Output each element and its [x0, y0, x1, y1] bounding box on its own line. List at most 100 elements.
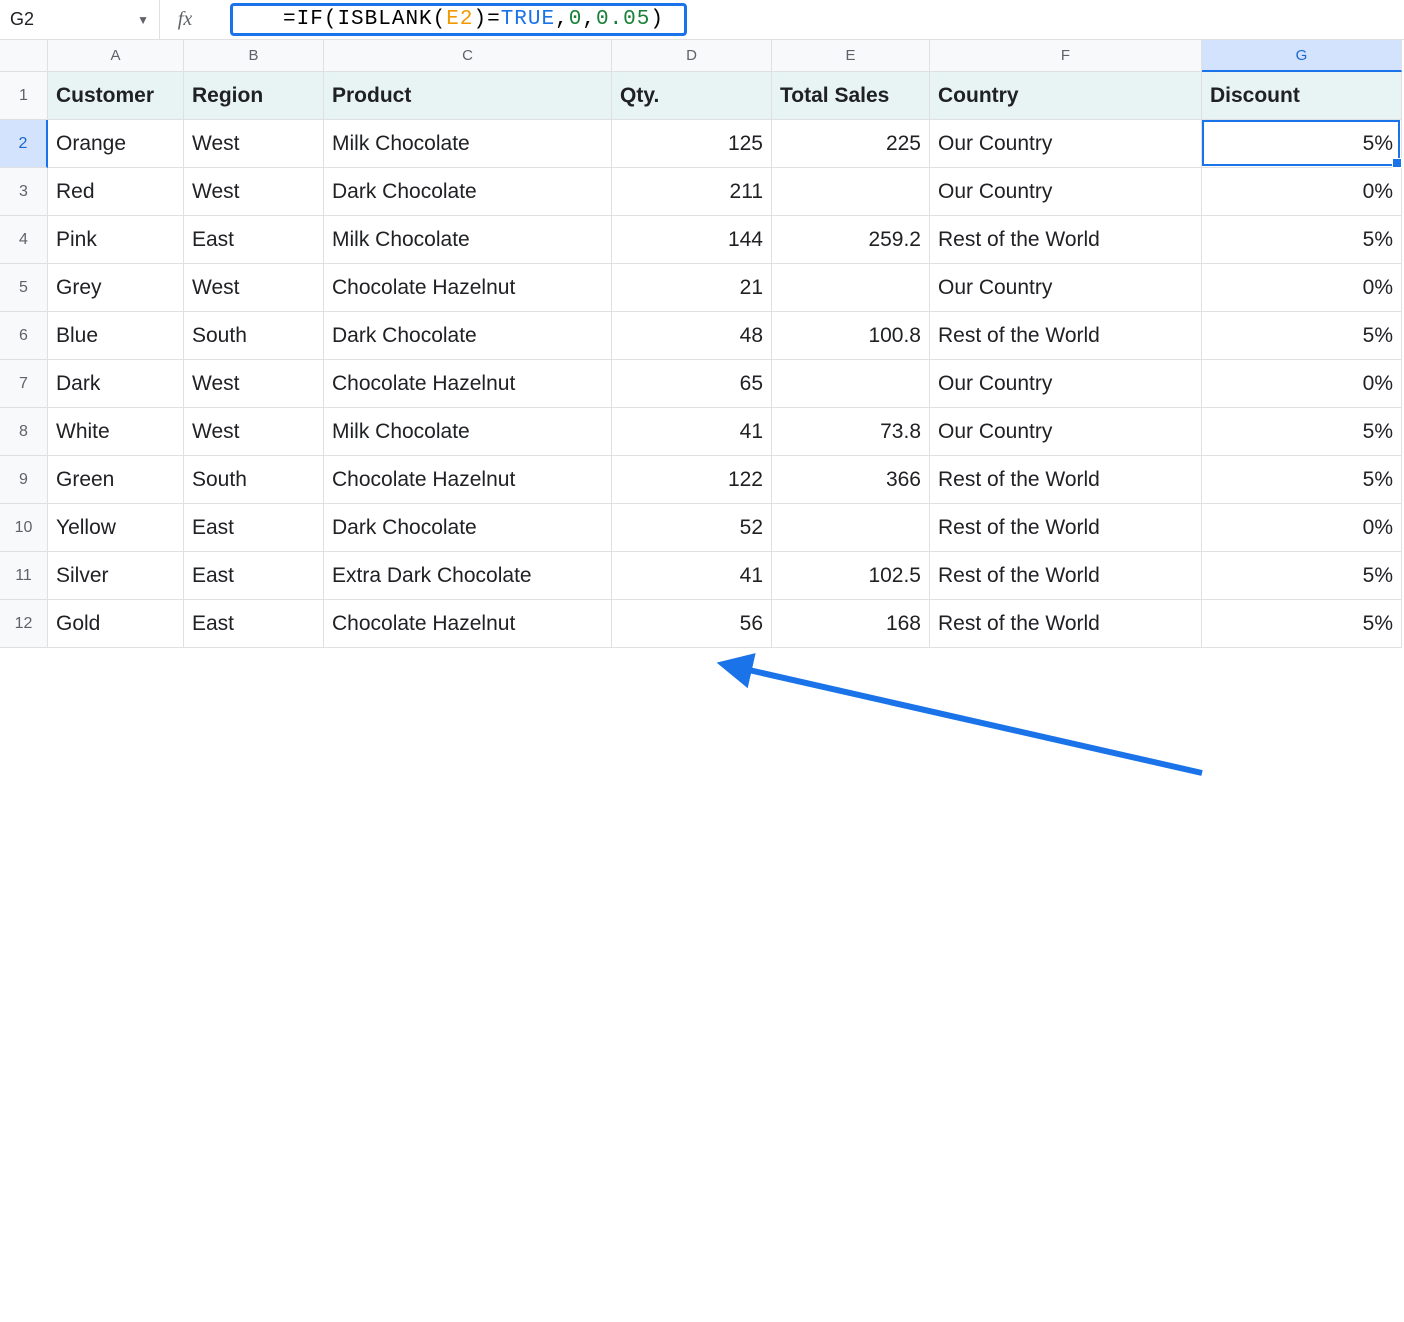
column-header-G[interactable]: G: [1202, 40, 1402, 72]
cell-D12[interactable]: 56: [612, 600, 772, 648]
select-all-corner[interactable]: [0, 40, 48, 72]
cell-B7[interactable]: West: [184, 360, 324, 408]
row-header-10[interactable]: 10: [0, 504, 48, 552]
cell-A3[interactable]: Red: [48, 168, 184, 216]
cell-F7[interactable]: Our Country: [930, 360, 1202, 408]
cell-A11[interactable]: Silver: [48, 552, 184, 600]
row-header-11[interactable]: 11: [0, 552, 48, 600]
cell-C2[interactable]: Milk Chocolate: [324, 120, 612, 168]
column-header-B[interactable]: B: [184, 40, 324, 72]
cell-E9[interactable]: 366: [772, 456, 930, 504]
cell-C8[interactable]: Milk Chocolate: [324, 408, 612, 456]
row-header-8[interactable]: 8: [0, 408, 48, 456]
name-box[interactable]: G2 ▼: [0, 0, 160, 39]
cell-C7[interactable]: Chocolate Hazelnut: [324, 360, 612, 408]
cell-E8[interactable]: 73.8: [772, 408, 930, 456]
cell-F5[interactable]: Our Country: [930, 264, 1202, 312]
column-header-A[interactable]: A: [48, 40, 184, 72]
cell-E2[interactable]: 225: [772, 120, 930, 168]
column-header-F[interactable]: F: [930, 40, 1202, 72]
cell-F12[interactable]: Rest of the World: [930, 600, 1202, 648]
cell-F4[interactable]: Rest of the World: [930, 216, 1202, 264]
cell-D7[interactable]: 65: [612, 360, 772, 408]
header-cell[interactable]: Total Sales: [772, 72, 930, 120]
cell-A2[interactable]: Orange: [48, 120, 184, 168]
cell-B12[interactable]: East: [184, 600, 324, 648]
header-cell[interactable]: Qty.: [612, 72, 772, 120]
cell-E12[interactable]: 168: [772, 600, 930, 648]
cell-C3[interactable]: Dark Chocolate: [324, 168, 612, 216]
row-header-9[interactable]: 9: [0, 456, 48, 504]
cell-B8[interactable]: West: [184, 408, 324, 456]
cell-A5[interactable]: Grey: [48, 264, 184, 312]
cell-G7[interactable]: 0%: [1202, 360, 1402, 408]
row-header-6[interactable]: 6: [0, 312, 48, 360]
cell-A10[interactable]: Yellow: [48, 504, 184, 552]
cell-G10[interactable]: 0%: [1202, 504, 1402, 552]
cell-D10[interactable]: 52: [612, 504, 772, 552]
header-cell[interactable]: Discount: [1202, 72, 1402, 120]
cell-C5[interactable]: Chocolate Hazelnut: [324, 264, 612, 312]
cell-D2[interactable]: 125: [612, 120, 772, 168]
header-cell[interactable]: Customer: [48, 72, 184, 120]
cell-F8[interactable]: Our Country: [930, 408, 1202, 456]
cell-A9[interactable]: Green: [48, 456, 184, 504]
cell-F2[interactable]: Our Country: [930, 120, 1202, 168]
formula-input[interactable]: =IF(ISBLANK(E2)=TRUE,0,0.05): [230, 3, 687, 36]
header-cell[interactable]: Product: [324, 72, 612, 120]
cell-G8[interactable]: 5%: [1202, 408, 1402, 456]
cell-G3[interactable]: 0%: [1202, 168, 1402, 216]
cell-B3[interactable]: West: [184, 168, 324, 216]
cell-A12[interactable]: Gold: [48, 600, 184, 648]
cell-A7[interactable]: Dark: [48, 360, 184, 408]
row-header-1[interactable]: 1: [0, 72, 48, 120]
cell-B4[interactable]: East: [184, 216, 324, 264]
cell-D5[interactable]: 21: [612, 264, 772, 312]
cell-D8[interactable]: 41: [612, 408, 772, 456]
cell-A4[interactable]: Pink: [48, 216, 184, 264]
cell-G11[interactable]: 5%: [1202, 552, 1402, 600]
cell-G12[interactable]: 5%: [1202, 600, 1402, 648]
cell-E5[interactable]: [772, 264, 930, 312]
header-cell[interactable]: Country: [930, 72, 1202, 120]
cell-F6[interactable]: Rest of the World: [930, 312, 1202, 360]
cell-D6[interactable]: 48: [612, 312, 772, 360]
cell-E3[interactable]: [772, 168, 930, 216]
cell-D3[interactable]: 211: [612, 168, 772, 216]
cell-C4[interactable]: Milk Chocolate: [324, 216, 612, 264]
cell-G9[interactable]: 5%: [1202, 456, 1402, 504]
cell-C12[interactable]: Chocolate Hazelnut: [324, 600, 612, 648]
cell-C11[interactable]: Extra Dark Chocolate: [324, 552, 612, 600]
cell-E7[interactable]: [772, 360, 930, 408]
cell-B11[interactable]: East: [184, 552, 324, 600]
cell-E4[interactable]: 259.2: [772, 216, 930, 264]
cell-G4[interactable]: 5%: [1202, 216, 1402, 264]
cell-D11[interactable]: 41: [612, 552, 772, 600]
cell-D4[interactable]: 144: [612, 216, 772, 264]
column-header-D[interactable]: D: [612, 40, 772, 72]
cell-E10[interactable]: [772, 504, 930, 552]
cell-B9[interactable]: South: [184, 456, 324, 504]
spreadsheet-grid[interactable]: ABCDEFG1CustomerRegionProductQty.Total S…: [0, 40, 1404, 648]
cell-C6[interactable]: Dark Chocolate: [324, 312, 612, 360]
row-header-12[interactable]: 12: [0, 600, 48, 648]
cell-B6[interactable]: South: [184, 312, 324, 360]
cell-E11[interactable]: 102.5: [772, 552, 930, 600]
column-header-E[interactable]: E: [772, 40, 930, 72]
header-cell[interactable]: Region: [184, 72, 324, 120]
row-header-2[interactable]: 2: [0, 120, 48, 168]
cell-B2[interactable]: West: [184, 120, 324, 168]
cell-B5[interactable]: West: [184, 264, 324, 312]
cell-B10[interactable]: East: [184, 504, 324, 552]
cell-A6[interactable]: Blue: [48, 312, 184, 360]
cell-G5[interactable]: 0%: [1202, 264, 1402, 312]
cell-G2[interactable]: 5%: [1202, 120, 1402, 168]
cell-C10[interactable]: Dark Chocolate: [324, 504, 612, 552]
cell-F10[interactable]: Rest of the World: [930, 504, 1202, 552]
cell-D9[interactable]: 122: [612, 456, 772, 504]
cell-E6[interactable]: 100.8: [772, 312, 930, 360]
name-box-dropdown-icon[interactable]: ▼: [137, 13, 149, 27]
cell-F3[interactable]: Our Country: [930, 168, 1202, 216]
cell-A8[interactable]: White: [48, 408, 184, 456]
cell-G6[interactable]: 5%: [1202, 312, 1402, 360]
